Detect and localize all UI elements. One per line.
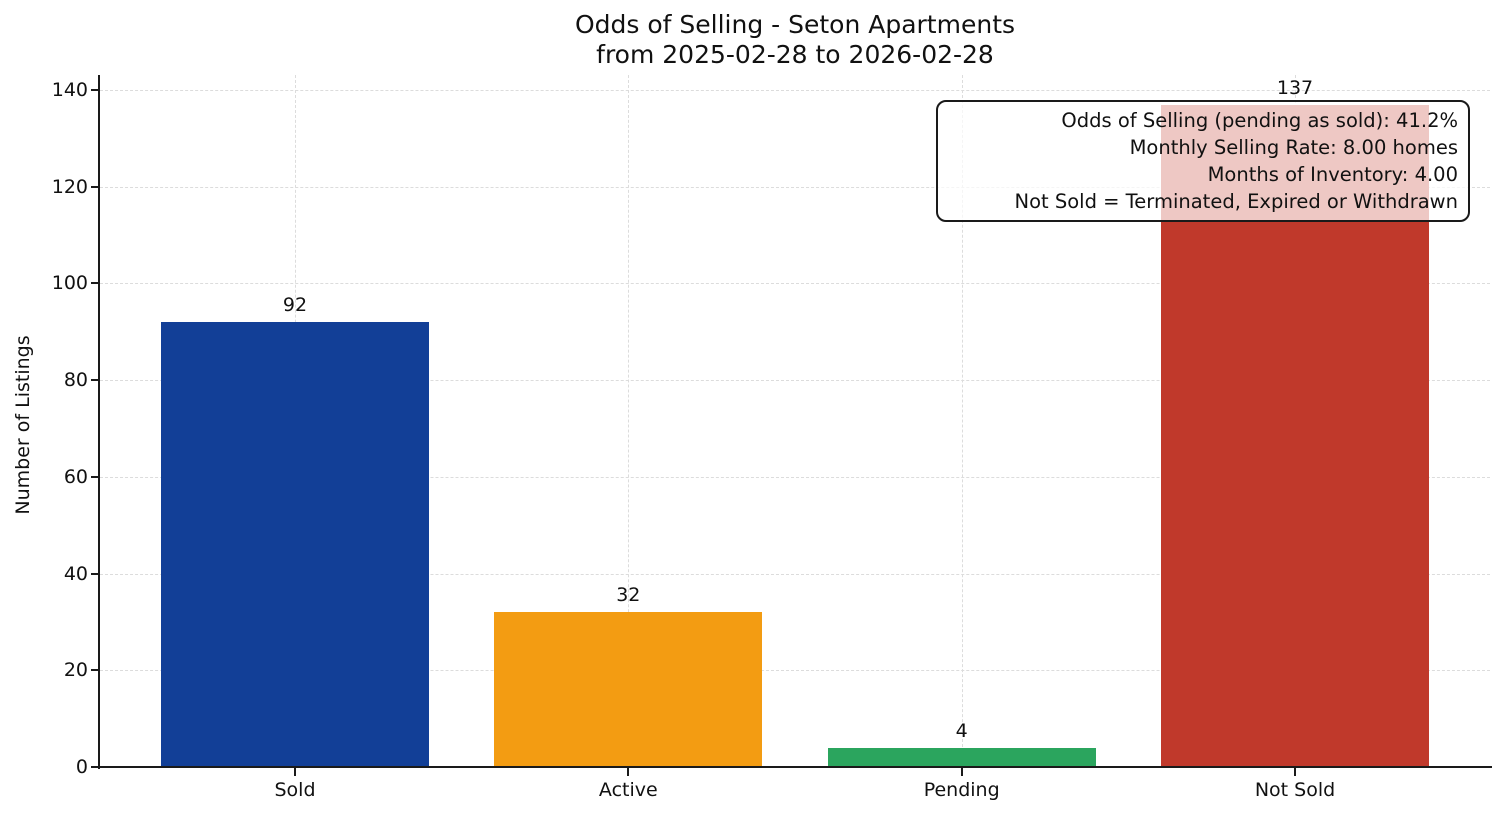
gridline-vertical — [961, 75, 963, 767]
chart-title-line1: Odds of Selling - Seton Apartments — [574, 10, 1016, 39]
annotation-line-inventory: Months of Inventory: 4.00 — [1207, 163, 1458, 186]
y-tick-label: 60 — [63, 465, 88, 488]
y-tick-mark — [91, 572, 98, 575]
gridline-vertical — [628, 75, 630, 767]
bar-pending — [827, 747, 1096, 767]
y-tick-label: 80 — [63, 369, 88, 392]
bar-value-label: 32 — [616, 584, 641, 607]
y-tick-mark — [91, 669, 98, 672]
gridline-horizontal — [100, 573, 1490, 575]
x-tick-label: Active — [598, 779, 658, 801]
y-tick-mark — [91, 475, 98, 478]
gridline-horizontal — [100, 670, 1490, 672]
x-axis-spine — [98, 766, 1492, 768]
x-tick-mark — [627, 768, 630, 776]
gridline-horizontal — [100, 283, 1490, 285]
x-tick-mark — [294, 768, 296, 776]
x-tick-label: Sold — [274, 779, 316, 801]
y-axis-spine — [98, 75, 100, 769]
y-tick-label: 100 — [51, 272, 88, 295]
y-tick-label: 120 — [51, 175, 88, 198]
y-tick-label: 40 — [63, 562, 88, 585]
bar-sold — [161, 322, 429, 767]
gridline-horizontal — [100, 186, 1490, 188]
y-tick-label: 0 — [75, 756, 88, 778]
y-tick-mark — [91, 89, 98, 91]
y-tick-label: 140 — [51, 79, 88, 101]
y-tick-mark — [91, 185, 98, 188]
y-tick-mark — [91, 282, 98, 285]
y-tick-mark — [91, 379, 98, 382]
y-tick-mark — [91, 766, 98, 768]
annotation-line-notsold: Not Sold = Terminated, Expired or Withdr… — [1014, 190, 1458, 213]
gridline-horizontal — [100, 90, 1490, 91]
bar-value-label: 4 — [955, 719, 968, 742]
chart-title: Odds of Selling - Seton Apartments from … — [100, 10, 1490, 70]
bar-active — [494, 612, 763, 767]
x-tick-mark — [960, 768, 963, 776]
gridline-horizontal — [100, 380, 1490, 382]
annotation-box: Odds of Selling (pending as sold): 41.2%… — [936, 100, 1470, 222]
bar-value-label: 137 — [1276, 76, 1314, 99]
x-tick-mark — [1294, 768, 1296, 776]
x-tick-label: Pending — [923, 779, 1000, 801]
bar-value-label: 92 — [282, 294, 308, 317]
gridline-horizontal — [100, 476, 1490, 478]
y-tick-label: 20 — [63, 659, 88, 682]
x-tick-label: Not Sold — [1254, 779, 1336, 801]
chart-title-line2: from 2025-02-28 to 2026-02-28 — [596, 40, 994, 69]
annotation-line-rate: Monthly Selling Rate: 8.00 homes — [1129, 136, 1458, 159]
plot-area: 92 32 4 137 — [100, 75, 1490, 768]
annotation-line-odds: Odds of Selling (pending as sold): 41.2% — [1061, 109, 1458, 132]
